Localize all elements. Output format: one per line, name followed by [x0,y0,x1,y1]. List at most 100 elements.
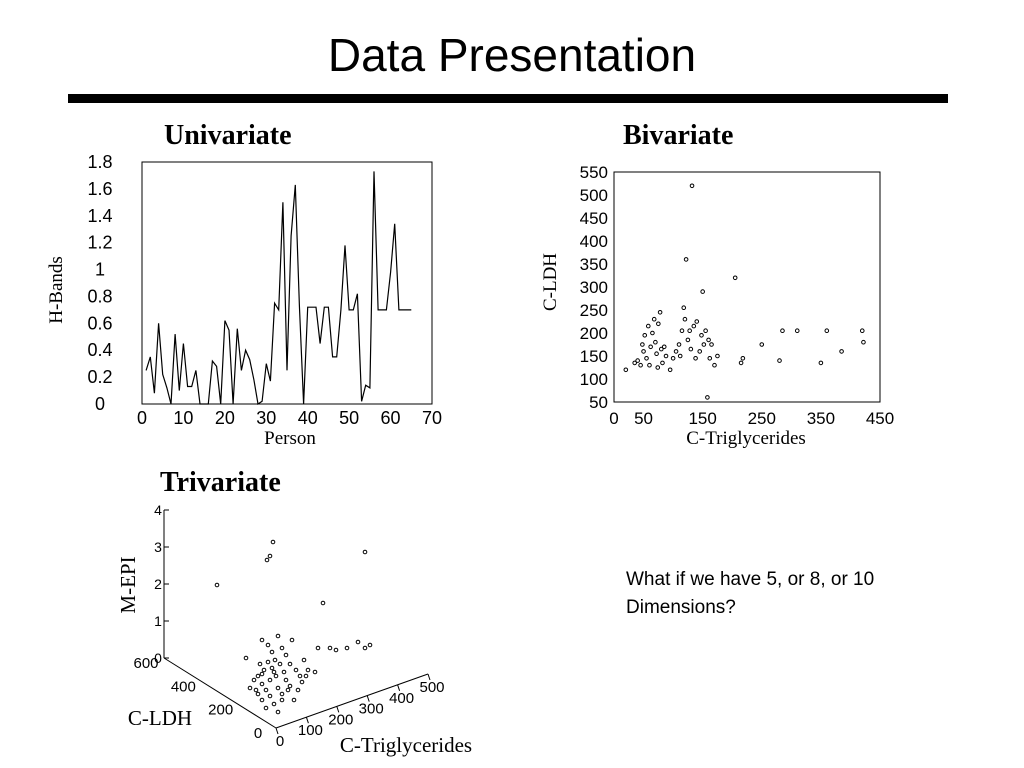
trivariate-point [285,687,291,693]
univariate-y-tick-label: 1 [95,260,105,280]
trivariate-point [291,697,297,703]
bivariate-y-tick-label: 450 [580,209,608,228]
trivariate-x-tick [305,717,309,724]
trivariate-point [333,647,339,653]
trivariate-x-tick-label: 200 [328,711,353,728]
trivariate-z-tick-label: 1 [154,613,162,629]
trivariate-y-axis-label: C-LDH [128,706,192,730]
trivariate-point [344,645,350,651]
univariate-y-tick-label: 0 [95,394,105,414]
bivariate-point [794,328,800,334]
trivariate-point [265,659,271,665]
bivariate-point [824,328,830,334]
trivariate-x-tick [275,727,279,735]
trivariate-point [279,697,285,703]
bivariate-point [676,342,682,347]
bivariate-point [780,328,785,334]
bivariate-point [839,349,844,354]
trivariate-z-axis-label: M-EPI [116,556,140,613]
trivariate-point [275,685,281,691]
trivariate-z-tick-label: 0 [154,650,162,666]
bivariate-y-tick-label: 100 [580,370,608,389]
trivariate-point [214,582,220,588]
trivariate-x-tick [336,706,340,713]
bivariate-point [682,316,688,322]
bivariate-point [642,333,648,338]
trivariate-point [259,697,265,703]
bivariate-point [679,328,685,334]
trivariate-point [253,687,259,693]
trivariate-point [243,655,249,661]
bivariate-point [861,339,866,345]
bivariate-point [657,310,663,315]
bivariate-point [661,344,667,350]
bivariate-point [701,342,707,347]
trivariate-point [283,677,289,683]
bivariate-y-axis-label: C-LDH [540,253,561,311]
trivariate-y-tick-label: 600 [133,655,158,672]
univariate-y-tick-label: 0.4 [87,340,112,360]
bivariate-x-tick-label: 50 [634,409,653,428]
univariate-heading: Univariate [164,120,292,151]
bivariate-y-tick-label: 200 [580,324,608,343]
univariate-x-tick-label: 50 [339,408,359,428]
univariate-x-tick-label: 20 [215,408,235,428]
bivariate-point [658,346,664,352]
bivariate-y-tick-label: 550 [580,163,608,182]
trivariate-point [275,633,281,639]
trivariate-point [255,673,261,679]
trivariate-point [279,645,285,651]
trivariate-point [320,600,326,606]
univariate-x-tick-label: 30 [256,408,276,428]
univariate-x-axis-label: Person [264,428,316,449]
trivariate-heading: Trivariate [160,467,281,498]
bivariate-point [653,339,658,345]
bivariate-point [706,337,711,343]
univariate-plot-frame [141,161,433,405]
trivariate-y-axis-line [163,657,277,729]
trivariate-point [264,557,270,563]
bivariate-point [641,349,646,354]
trivariate-point [295,687,301,693]
trivariate-point [299,679,305,685]
trivariate-y-tick-label: 200 [208,702,233,719]
bivariate-y-tick-label: 300 [580,278,608,297]
trivariate-x-tick [397,684,401,691]
trivariate-point [270,539,276,545]
bivariate-y-tick-label: 400 [580,232,608,251]
trivariate-point [251,677,257,683]
bivariate-point [818,360,824,366]
trivariate-point [269,649,275,655]
trivariate-point [287,683,293,689]
trivariate-point [289,637,295,643]
univariate-series-line [145,171,412,406]
trivariate-point [283,652,289,658]
trivariate-point [305,667,311,673]
bivariate-point [650,330,655,336]
univariate-x-tick-label: 60 [381,408,401,428]
bivariate-plot-frame [613,171,881,403]
bivariate-point [699,333,704,338]
bivariate-point [859,328,865,334]
trivariate-point [255,691,261,697]
trivariate-point [367,642,373,648]
bivariate-point [694,319,700,324]
bivariate-point [654,351,659,357]
bivariate-point [660,360,665,366]
bivariate-point [685,337,691,343]
trivariate-point [301,657,307,663]
bivariate-x-axis-label: C-Triglycerides [686,428,806,449]
univariate-y-tick-label: 1.4 [87,206,112,226]
bivariate-point [670,356,676,361]
bivariate-point [683,257,689,262]
trivariate-x-axis-label: C-Triglycerides [340,733,472,757]
bivariate-point [677,353,683,359]
trivariate-point [271,669,277,675]
trivariate-x-tick-label: 500 [419,679,444,696]
trivariate-z-tick-label: 4 [154,502,162,518]
trivariate-z-tick-label: 2 [154,576,162,592]
trivariate-point [355,639,361,645]
trivariate-point [293,667,299,673]
bivariate-point [623,367,629,373]
bivariate-point [703,328,708,334]
